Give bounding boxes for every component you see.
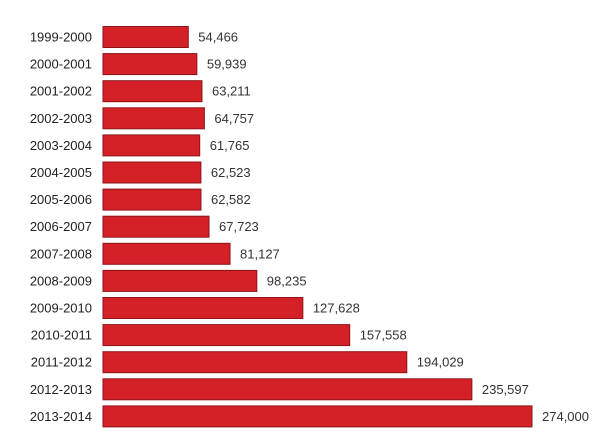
value-label: 59,939 bbox=[207, 57, 247, 72]
value-label: 127,628 bbox=[313, 301, 360, 316]
bar bbox=[102, 297, 304, 319]
value-label: 98,235 bbox=[267, 273, 307, 288]
bar bbox=[102, 351, 408, 374]
bars bbox=[102, 26, 533, 428]
value-label: 194,029 bbox=[417, 355, 464, 370]
category-label: 2011-2012 bbox=[31, 355, 92, 370]
value-labels: 54,466 59,939 63,211 64,757 61,765 62,523 62,5… bbox=[198, 30, 589, 424]
category-label: 2008-2009 bbox=[30, 273, 92, 288]
category-label: 2012-2013 bbox=[30, 382, 92, 397]
bar bbox=[102, 269, 258, 292]
bar bbox=[102, 215, 210, 238]
value-label: 62,582 bbox=[211, 192, 251, 207]
category-label: 2010-2011 bbox=[31, 328, 92, 343]
bar bbox=[102, 405, 533, 428]
value-label: 64,757 bbox=[214, 111, 254, 126]
category-label: 2004-2005 bbox=[30, 165, 92, 180]
bar bbox=[102, 378, 473, 401]
bar bbox=[102, 107, 205, 130]
value-label: 235,597 bbox=[482, 382, 529, 397]
category-label: 2000-2001 bbox=[30, 57, 92, 72]
bar bbox=[102, 53, 198, 76]
bar bbox=[102, 26, 189, 48]
value-label: 274,000 bbox=[542, 409, 589, 424]
category-label: 2002-2003 bbox=[30, 111, 92, 126]
category-label: 2007-2008 bbox=[30, 246, 92, 261]
bar bbox=[102, 134, 201, 157]
bar bbox=[102, 242, 231, 265]
value-label: 81,127 bbox=[240, 246, 280, 261]
category-label: 2005-2006 bbox=[30, 192, 92, 207]
category-label: 2003-2004 bbox=[30, 138, 92, 153]
bar bbox=[102, 324, 351, 347]
value-label: 63,211 bbox=[212, 84, 251, 99]
bar bbox=[102, 161, 202, 184]
category-label: 2009-2010 bbox=[30, 301, 92, 316]
value-label: 54,466 bbox=[198, 30, 238, 45]
category-label: 2013-2014 bbox=[30, 409, 92, 424]
value-label: 61,765 bbox=[210, 138, 250, 153]
value-label: 67,723 bbox=[219, 219, 259, 234]
bar bbox=[102, 80, 203, 103]
value-label: 157,558 bbox=[360, 328, 407, 343]
category-label: 1999-2000 bbox=[30, 30, 92, 45]
bar bbox=[102, 188, 202, 211]
value-label: 62,523 bbox=[211, 165, 251, 180]
category-label: 2001-2002 bbox=[30, 84, 92, 99]
category-label: 2006-2007 bbox=[30, 219, 92, 234]
category-labels: 1999-2000 2000-2001 2001-2002 2002-2003 2003… bbox=[30, 30, 92, 424]
